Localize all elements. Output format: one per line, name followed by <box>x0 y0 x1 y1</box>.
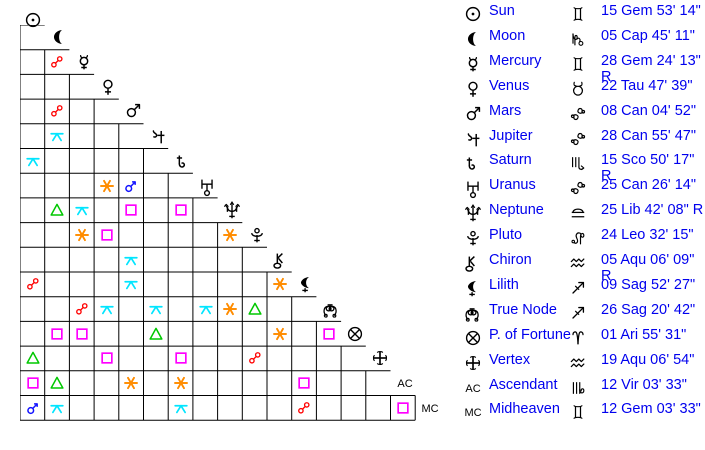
svg-text:MC: MC <box>421 403 438 415</box>
svg-text:AC: AC <box>397 378 412 390</box>
svg-text:MC: MC <box>464 408 481 420</box>
svg-text:AC: AC <box>465 383 480 395</box>
